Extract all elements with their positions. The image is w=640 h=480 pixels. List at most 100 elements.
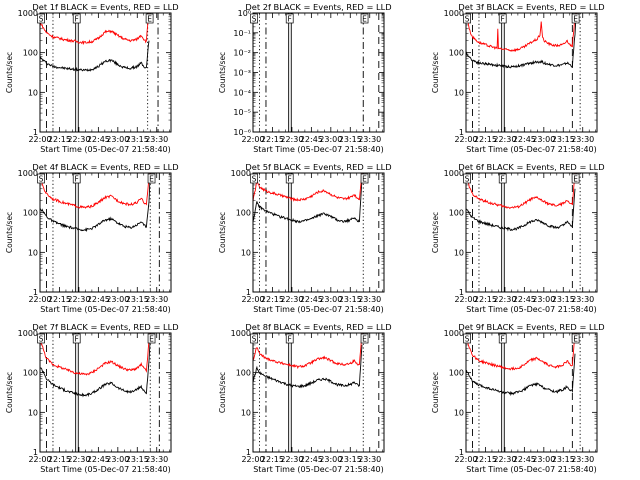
series-group [466, 333, 576, 397]
x-tick-label: 23:15 [339, 455, 362, 464]
x-tick-label: 23:30 [571, 295, 594, 304]
marker-box [498, 13, 507, 24]
x-tick-label: 22:00 [241, 455, 264, 464]
y-tick-label: 1000 [18, 9, 38, 18]
series-group [253, 173, 363, 224]
x-tick-label: 23:00 [106, 455, 129, 464]
x-tick-label: 22:30 [493, 455, 516, 464]
series-line-lld [466, 13, 577, 53]
marker-label: E [362, 15, 367, 24]
y-tick-label: 1000 [444, 329, 464, 338]
x-tick-label: 22:45 [87, 295, 110, 304]
plot-frame [465, 332, 598, 453]
x-tick-label: 22:00 [241, 295, 264, 304]
series-line-events [40, 174, 151, 233]
marker-box [498, 333, 507, 344]
x-tick-label: 23:30 [571, 455, 594, 464]
marker-label: S [252, 175, 257, 184]
x-tick-label: 22:45 [513, 295, 536, 304]
x-axis-label: Start Time (05-Dec-07 21:58:40) [40, 305, 171, 314]
x-tick-label: 23:30 [358, 295, 381, 304]
series-line-lld [253, 333, 363, 370]
marker-box [37, 333, 45, 344]
x-tick-label: 23:15 [552, 135, 575, 144]
marker-box [285, 13, 294, 24]
x-tick-label: 23:30 [358, 135, 381, 144]
series-line-events [466, 188, 576, 232]
x-tick-label: 23:30 [145, 295, 168, 304]
y-tick-label: 1 [459, 448, 464, 457]
y-tick-label: 100 [236, 369, 251, 378]
panel-title: Det 9f BLACK = Events, RED = LLD [458, 322, 604, 332]
x-axis-label: Start Time (05-Dec-07 21:58:40) [40, 145, 171, 154]
x-tick-label: 22:30 [280, 135, 303, 144]
x-tick-label: 22:45 [87, 455, 110, 464]
y-tick-label: 100 [449, 49, 464, 58]
y-axis-label: Counts/sec [431, 212, 440, 253]
x-tick-label: 22:00 [454, 295, 477, 304]
marker-label: F [501, 175, 505, 184]
series-group [253, 333, 363, 389]
x-tick-label: 23:30 [145, 455, 168, 464]
series-group [40, 13, 150, 72]
series-line-lld [40, 333, 151, 376]
x-axis-label: Start Time (05-Dec-07 21:58:40) [466, 465, 597, 474]
x-tick-label: 22:45 [87, 135, 110, 144]
marker-label: E [573, 15, 578, 24]
x-tick-label: 22:45 [300, 295, 323, 304]
x-tick-label: 22:30 [67, 135, 90, 144]
panel-8: Det 8f BLACK = Events, RED = LLD22:0022:… [218, 322, 392, 474]
marker-label: S [252, 335, 257, 344]
panel-3: Det 3f BLACK = Events, RED = LLD22:0022:… [431, 2, 605, 154]
x-tick-label: 22:30 [493, 295, 516, 304]
x-tick-label: 22:15 [48, 455, 71, 464]
marker-box [463, 173, 471, 184]
y-tick-label: 10⁻¹ [233, 29, 251, 38]
y-tick-label: 10⁻³ [233, 69, 251, 78]
y-axis-label: Counts/sec [431, 372, 440, 413]
x-tick-label: 23:15 [126, 295, 149, 304]
x-tick-label: 22:00 [28, 135, 51, 144]
series-group [466, 13, 577, 69]
y-tick-label: 100 [23, 209, 38, 218]
series-line-lld [40, 13, 150, 46]
plot-frame [39, 12, 172, 133]
series-line-events [466, 353, 576, 397]
series-group [40, 173, 151, 233]
y-tick-label: 100 [236, 209, 251, 218]
plot-frame [465, 12, 598, 133]
y-tick-label: 10⁻⁶ [233, 128, 251, 137]
x-tick-label: 22:30 [67, 295, 90, 304]
x-tick-label: 22:45 [300, 135, 323, 144]
y-axis-label: Counts/sec [5, 52, 14, 93]
marker-box [285, 333, 294, 344]
y-tick-label: 10 [28, 88, 38, 97]
x-tick-label: 22:30 [493, 135, 516, 144]
panel-title: Det 5f BLACK = Events, RED = LLD [245, 162, 391, 172]
marker-box [285, 173, 294, 184]
y-tick-label: 10⁻⁵ [233, 108, 251, 117]
panel-9: Det 9f BLACK = Events, RED = LLD22:0022:… [431, 322, 605, 474]
x-tick-label: 23:00 [319, 455, 342, 464]
x-tick-label: 23:00 [532, 455, 555, 464]
marker-label: E [149, 175, 154, 184]
marker-label: S [465, 335, 470, 344]
x-axis-label: Start Time (05-Dec-07 21:58:40) [466, 305, 597, 314]
marker-box [37, 173, 45, 184]
marker-box [463, 13, 471, 24]
y-tick-label: 10⁻² [233, 49, 251, 58]
marker-label: F [288, 335, 292, 344]
panel-5: Det 5f BLACK = Events, RED = LLD 22:00 22:… [218, 162, 392, 314]
plot-frame [39, 332, 172, 453]
x-tick-label: 22:00 [241, 135, 264, 144]
marker-label: S [39, 175, 44, 184]
y-tick-label: 1 [459, 128, 464, 137]
y-tick-label: 10⁻⁴ [233, 88, 251, 97]
panel-title: Det 1f BLACK = Events, RED = LLD [32, 2, 178, 12]
marker-box [37, 13, 45, 24]
marker-label: S [39, 335, 44, 344]
marker-label: E [362, 175, 367, 184]
y-tick-label: 10 [241, 408, 251, 417]
x-tick-label: 22:30 [67, 455, 90, 464]
series-line-events [40, 40, 150, 72]
